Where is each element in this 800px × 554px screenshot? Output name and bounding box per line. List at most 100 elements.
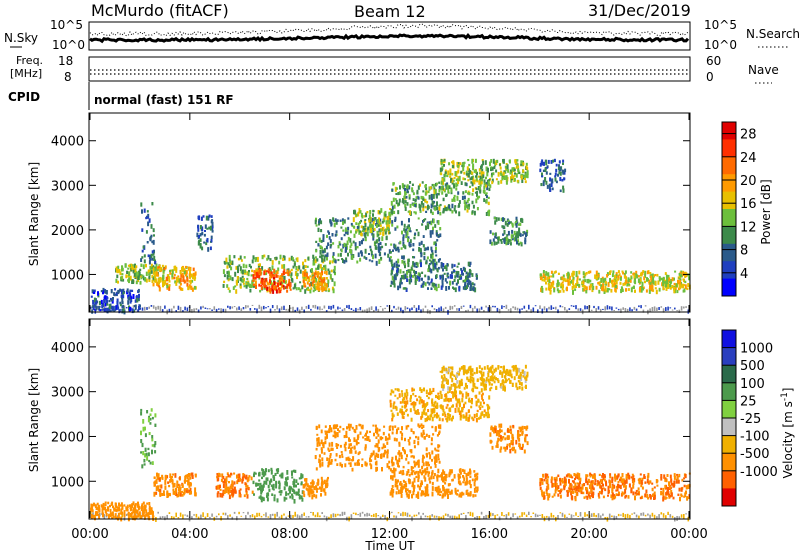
scatter-cell: [481, 412, 483, 415]
scatter-cell: [468, 263, 471, 267]
scatter-cell: [434, 206, 437, 211]
scatter-cell: [178, 484, 181, 488]
scatter-cell: [513, 230, 516, 236]
ground-cell: [498, 516, 501, 521]
scatter-cell: [520, 382, 523, 386]
scatter-cell: [438, 430, 441, 434]
scatter-cell: [385, 235, 388, 240]
scatter-cell: [434, 250, 437, 254]
scatter-cell: [439, 424, 442, 430]
scatter-cell: [263, 287, 266, 290]
ground-cell: [496, 307, 499, 313]
scatter-cell: [184, 475, 187, 479]
scatter-cell: [542, 180, 545, 183]
ground-cell: [449, 515, 451, 518]
scatter-cell: [229, 475, 232, 478]
scatter-cell: [391, 220, 394, 224]
scatter-cell: [463, 199, 466, 204]
scatter-cell: [309, 486, 312, 490]
scatter-cell: [477, 186, 480, 191]
scatter-cell: [557, 289, 560, 294]
scatter-cell: [344, 227, 347, 232]
scatter-cell: [293, 481, 296, 487]
ground-cell: [229, 514, 231, 517]
scatter-cell: [483, 198, 486, 202]
scatter-cell: [658, 277, 661, 282]
scatter-cell: [547, 274, 550, 277]
scatter-cell: [443, 272, 446, 275]
scatter-cell: [439, 233, 442, 238]
scatter-cell: [117, 306, 120, 310]
scatter-cell: [392, 403, 395, 406]
scatter-cell: [149, 413, 152, 416]
scatter-cell: [360, 232, 363, 237]
scatter-cell: [125, 274, 128, 279]
scatter-cell: [141, 228, 144, 232]
scatter-cell: [337, 443, 340, 447]
scatter-cell: [143, 514, 146, 517]
scatter-cell: [398, 442, 401, 447]
scatter-cell: [390, 243, 393, 246]
scatter-cell: [418, 276, 421, 282]
ground-cell: [426, 515, 429, 518]
scatter-cell: [587, 278, 590, 284]
scatter-cell: [614, 274, 617, 279]
scatter-cell: [388, 249, 391, 254]
ground-cell: [512, 306, 514, 309]
ground-cell: [222, 512, 225, 515]
scatter-cell: [524, 180, 527, 184]
scatter-cell: [442, 211, 445, 214]
scatter-cell: [411, 183, 414, 186]
scatter-cell: [177, 483, 180, 486]
scatter-cell: [506, 234, 509, 237]
y-tick-label: 4000: [51, 135, 84, 150]
scatter-cell: [155, 263, 158, 269]
ground-cell: [233, 306, 236, 308]
scatter-cell: [411, 265, 414, 267]
scatter-cell: [449, 414, 452, 418]
scatter-cell: [376, 219, 379, 224]
scatter-cell: [636, 274, 639, 279]
ground-cell: [280, 514, 283, 520]
scatter-cell: [151, 435, 154, 439]
scatter-cell: [428, 221, 431, 225]
scatter-cell: [471, 158, 474, 164]
scatter-cell: [448, 185, 451, 189]
ground-cell: [159, 516, 162, 520]
scatter-cell: [630, 287, 633, 293]
scatter-cell: [559, 176, 562, 182]
scatter-cell: [452, 286, 454, 289]
scatter-cell: [428, 282, 431, 286]
scatter-cell: [564, 168, 567, 173]
scatter-cell: [178, 477, 181, 480]
scatter-cell: [505, 242, 508, 246]
scatter-cell: [381, 437, 384, 440]
scatter-cell: [385, 451, 387, 454]
scatter-cell: [188, 280, 191, 283]
scatter-cell: [609, 278, 611, 283]
ground-cell: [249, 308, 252, 311]
scatter-cell: [469, 185, 471, 188]
ground-cell: [148, 306, 150, 309]
scatter-cell: [407, 262, 410, 268]
ground-cell: [658, 307, 660, 310]
scatter-cell: [433, 456, 436, 460]
scatter-cell: [443, 374, 446, 377]
scatter-cell: [454, 275, 457, 279]
ground-cell: [242, 512, 245, 514]
scatter-cell: [324, 491, 327, 496]
scatter-cell: [151, 444, 154, 447]
scatter-cell: [373, 432, 375, 437]
ground-cell: [460, 513, 463, 515]
scatter-cell: [162, 274, 165, 279]
scatter-cell: [483, 386, 486, 391]
scatter-cell: [440, 404, 443, 409]
scatter-cell: [355, 230, 357, 234]
scatter-cell: [430, 390, 433, 395]
scatter-cell: [409, 408, 412, 413]
scatter-cell: [428, 452, 431, 455]
colorbar-tick-label: 8: [740, 244, 748, 259]
scatter-cell: [499, 383, 502, 388]
ground-cell: [678, 309, 681, 313]
scatter-cell: [227, 474, 230, 478]
